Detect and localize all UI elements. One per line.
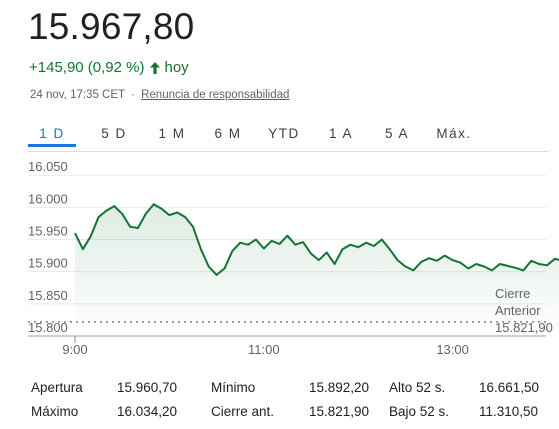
chart-y-ticks: 16.050 16.000 15.950 15.900 15.850 15.800 (28, 159, 68, 335)
tabs-divider (28, 151, 549, 152)
stat-value-apertura: 15.960,70 (117, 380, 178, 395)
stat-label-minimo: Mínimo (211, 380, 256, 395)
price-line (74, 203, 559, 276)
tab-5d[interactable]: 5 D (101, 126, 127, 141)
stat-label-cierre-ant: Cierre ant. (211, 404, 275, 419)
tab-6m[interactable]: 6 M (214, 126, 242, 141)
change-value: +145,90 (0,92 %) (29, 59, 145, 76)
range-tabs: 1 D 5 D 1 M 6 M YTD 1 A 5 A Máx. (28, 121, 482, 149)
x-tick-label: 11:00 (248, 342, 280, 357)
tab-5a[interactable]: 5 A (384, 126, 410, 141)
y-tick-label: 16.000 (28, 191, 68, 206)
prev-close-label-2: Anterior (495, 303, 541, 318)
arrow-up-icon (149, 61, 160, 74)
x-tick-label: 13:00 (436, 342, 469, 357)
tab-1a[interactable]: 1 A (328, 126, 354, 141)
y-tick-label: 16.050 (28, 159, 68, 174)
stat-value-bajo-52: 11.310,50 (479, 404, 539, 419)
meta-separator: · (131, 89, 135, 101)
stat-value-minimo: 15.892,20 (309, 380, 370, 395)
price-chart[interactable]: 16.050 16.000 15.950 15.900 15.850 15.800 9:0… (0, 155, 559, 370)
tab-max[interactable]: Máx. (436, 126, 472, 141)
tab-1m[interactable]: 1 M (158, 126, 186, 141)
tab-1d[interactable]: 1 D (28, 121, 76, 147)
y-tick-label: 15.800 (28, 320, 68, 335)
y-tick-label: 15.950 (28, 224, 68, 239)
prev-close-label-1: Cierre (495, 286, 530, 301)
stat-label-maximo: Máximo (31, 404, 79, 419)
disclaimer-link[interactable]: Renuncia de responsabilidad (141, 89, 290, 101)
x-tick-label: 9:00 (62, 342, 87, 357)
change-period: hoy (164, 59, 189, 76)
timestamp: 24 nov, 17:35 CET (30, 89, 125, 101)
prev-close-value: 15.821,90 (495, 320, 553, 335)
current-price: 15.967,80 (28, 6, 195, 47)
stat-value-cierre-ant: 15.821,90 (309, 404, 370, 419)
stat-label-alto-52: Alto 52 s. (389, 380, 446, 395)
y-tick-label: 15.850 (28, 288, 68, 303)
stat-value-alto-52: 16.661,50 (479, 380, 540, 395)
y-tick-label: 15.900 (28, 256, 68, 271)
stat-label-apertura: Apertura (31, 380, 83, 395)
price-area (75, 204, 559, 336)
previous-close-label: Cierre Anterior 15.821,90 (495, 286, 553, 335)
stat-value-maximo: 16.034,20 (117, 404, 178, 419)
stat-label-bajo-52: Bajo 52 s. (389, 404, 450, 419)
tab-ytd[interactable]: YTD (268, 126, 300, 141)
price-change: +145,90 (0,92 %) hoy (29, 59, 189, 76)
quote-meta: 24 nov, 17:35 CET · Renuncia de responsa… (30, 89, 289, 101)
